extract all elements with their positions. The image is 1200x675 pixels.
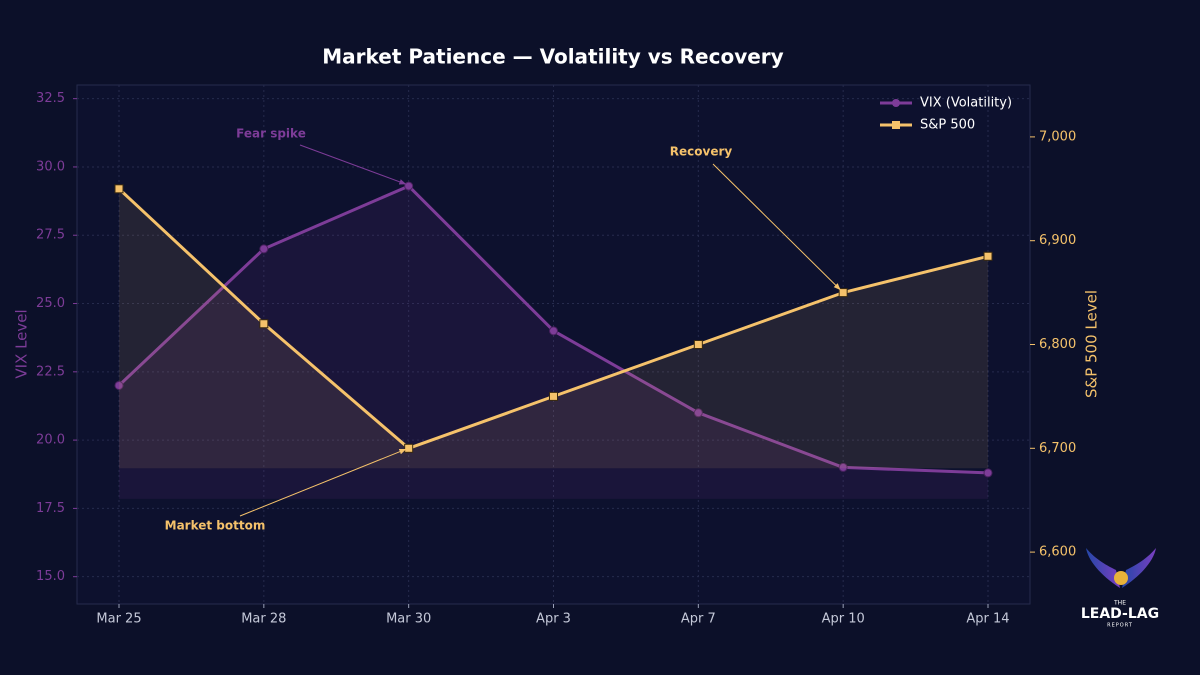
y2-tick-label: 6,600 <box>1039 545 1076 560</box>
y-tick-label: 32.5 <box>36 91 65 106</box>
legend-label: S&P 500 <box>920 118 975 133</box>
marker <box>404 443 414 453</box>
marker <box>549 326 558 336</box>
marker <box>259 244 269 254</box>
y2-tick-label: 6,900 <box>1039 233 1076 248</box>
x-tick-label: Mar 28 <box>241 612 286 627</box>
marker <box>983 251 993 261</box>
y-tick-label: 20.0 <box>36 433 65 448</box>
logo-head <box>1114 571 1128 585</box>
marker <box>259 319 269 329</box>
logo-text: REPORT <box>1107 623 1133 629</box>
y2-tick-label: 6,700 <box>1039 441 1076 456</box>
annotation: Market bottom <box>165 519 266 533</box>
marker <box>983 468 993 478</box>
y-tick-label: 17.5 <box>36 501 65 516</box>
logo-text: LEAD-LAG <box>1081 606 1159 622</box>
x-tick-label: Apr 10 <box>822 612 865 627</box>
x-tick-label: Apr 14 <box>966 612 1009 627</box>
annotation: Fear spike <box>236 127 306 141</box>
marker <box>404 181 414 191</box>
legend-label: VIX (Volatility) <box>920 96 1012 111</box>
annotation-arrow <box>712 163 841 291</box>
y-tick-label: 25.0 <box>36 296 65 311</box>
logo-wing <box>1122 548 1156 588</box>
marker <box>693 340 703 349</box>
y-tick-label: 30.0 <box>36 159 65 174</box>
x-tick-label: Mar 25 <box>96 612 141 627</box>
area <box>119 186 988 499</box>
y-tick-label: 22.5 <box>36 364 65 379</box>
y2-tick-label: 6,800 <box>1039 337 1076 352</box>
annotation: Recovery <box>670 145 733 159</box>
legend-marker <box>892 121 900 129</box>
y-tick-label: 15.0 <box>36 569 65 584</box>
marker <box>838 462 848 472</box>
y-axis-label: VIX Level <box>13 309 31 378</box>
logo-text: THE <box>1113 600 1126 607</box>
x-tick-label: Apr 7 <box>681 612 716 627</box>
y-tick-label: 27.5 <box>36 228 65 243</box>
marker <box>838 288 848 298</box>
annotation-arrow <box>239 448 407 517</box>
marker <box>114 184 124 194</box>
annotation-arrow <box>299 144 407 185</box>
marker <box>114 380 124 390</box>
marker <box>549 391 558 401</box>
x-tick-label: Mar 30 <box>386 612 431 627</box>
chart-title: Market Patience — Volatility vs Recovery <box>322 45 783 69</box>
y2-tick-label: 7,000 <box>1039 129 1076 144</box>
logo-wing <box>1086 548 1120 588</box>
logo: THE LEAD-LAG REPORT <box>1081 548 1159 629</box>
y2-axis-label: S&P 500 Level <box>1083 290 1101 398</box>
marker <box>693 408 703 418</box>
area <box>119 188 988 469</box>
x-tick-label: Apr 3 <box>536 612 571 627</box>
legend-marker <box>892 99 900 107</box>
